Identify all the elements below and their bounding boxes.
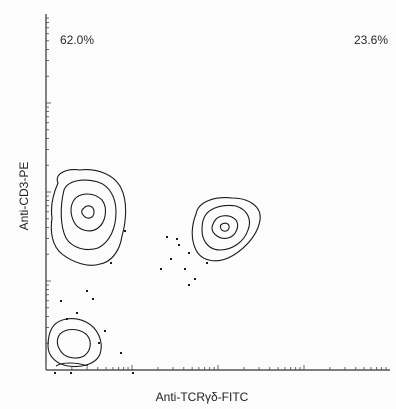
event-dot [188,284,190,286]
population-upper-right [192,198,260,261]
contour-upper-left-core [82,206,94,218]
event-dot [86,290,88,292]
event-dot [176,238,178,240]
event-dot [170,258,172,260]
event-dot [66,318,68,320]
contour-lower-left-outer [48,319,101,367]
event-dot [110,262,112,264]
event-dot [188,252,190,254]
y-axis-ticks [46,18,51,370]
contour-upper-right-core [220,223,229,231]
contour-upper-right-middle [202,206,250,251]
x-axis-label: Anti-TCRγδ-FITC [156,390,249,404]
contour-upper-left-middle [61,180,116,249]
event-dot [92,298,94,300]
event-dot [184,268,186,270]
population-upper-left [51,170,125,266]
event-dot [98,342,100,344]
event-dot [166,236,168,238]
contour-upper-right-inner [212,216,238,239]
quadrant-upper-right-percent: 23.6% [354,33,388,47]
event-dot [70,372,72,374]
x-axis-ticks [46,365,386,370]
scattered-events [54,230,208,374]
event-dot [160,268,162,270]
contour-lower-left-inner [57,330,90,359]
y-axis-label: Anti-CD3-PE [17,162,31,231]
event-dot [60,300,62,302]
contour-upper-left-outer [51,170,125,266]
event-dot [194,278,196,280]
event-dot [104,330,106,332]
event-dot [120,352,122,354]
event-dot [76,312,78,314]
event-dot [54,372,56,374]
event-dot [178,244,180,246]
quadrant-upper-left-percent: 62.0% [60,33,94,47]
population-lower-left [48,319,101,367]
event-dot [124,230,126,232]
event-dot [206,262,208,264]
contour-upper-left-inner [71,194,105,231]
event-dot [132,372,134,374]
